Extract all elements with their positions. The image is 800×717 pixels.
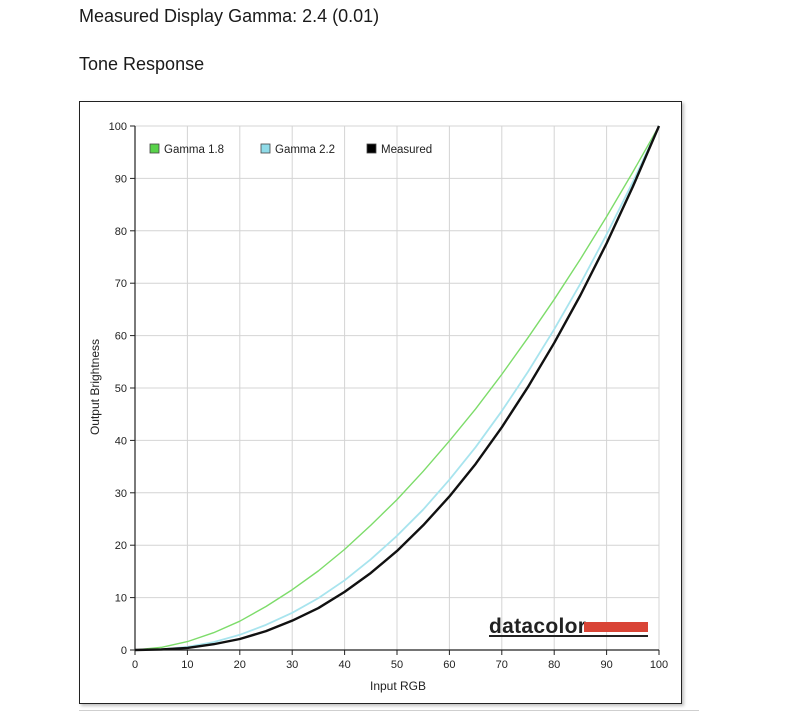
- legend-item-gamma-1-8: Gamma 1.8: [149, 143, 224, 156]
- y-tick-label: 100: [109, 121, 127, 133]
- legend-item-gamma-2-2: Gamma 2.2: [260, 143, 335, 156]
- series-line-measured: [134, 125, 661, 652]
- x-tick-label: 100: [650, 659, 668, 671]
- datacolor-logo-bar: [584, 622, 648, 632]
- chart-grid: [134, 125, 660, 651]
- tone-response-chart-svg: 0 10 20 30 40 50 60 70 80 90 100 0 10 20 30 40 50 60 70 80 9…: [88, 121, 669, 693]
- y-tick-label: 50: [115, 383, 127, 395]
- legend-label: Gamma 1.8: [164, 144, 224, 156]
- y-tick-label: 70: [115, 278, 127, 290]
- x-tick-label: 70: [496, 659, 508, 671]
- chart-axes: 0 10 20 30 40 50 60 70 80 90 100 0 10 20 30 40 50 60 70 80 9…: [109, 121, 669, 671]
- tone-response-heading: Tone Response: [79, 54, 205, 74]
- bottom-divider: [79, 710, 699, 711]
- chart-series: [134, 125, 661, 652]
- y-tick-label: 60: [115, 331, 127, 343]
- y-axis-label: Output Brightness: [88, 339, 102, 435]
- measured-gamma-heading: Measured Display Gamma: 2.4 (0.01): [79, 6, 380, 26]
- series-line-gamma-1-8: [134, 125, 660, 651]
- series-line-gamma-2-2: [134, 125, 660, 651]
- y-tick-label: 80: [115, 226, 127, 238]
- x-tick-label: 10: [181, 659, 193, 671]
- legend-swatch: [366, 143, 377, 154]
- x-tick-label: 40: [338, 659, 350, 671]
- x-tick-label: 30: [286, 659, 298, 671]
- datacolor-logo: datacolor: [489, 615, 648, 638]
- datacolor-logo-text: datacolor: [489, 615, 586, 638]
- legend-label: Measured: [381, 144, 432, 156]
- chart-legend: Gamma 1.8 Gamma 2.2 Measured: [149, 143, 432, 156]
- x-tick-label: 90: [600, 659, 612, 671]
- y-tick-label: 30: [115, 488, 127, 500]
- legend-label: Gamma 2.2: [275, 144, 335, 156]
- x-tick-label: 60: [443, 659, 455, 671]
- legend-item-measured: Measured: [366, 143, 432, 156]
- x-axis-label: Input RGB: [370, 679, 426, 693]
- y-tick-label: 10: [115, 593, 127, 605]
- legend-swatch: [149, 143, 160, 154]
- tone-response-chart: 0 10 20 30 40 50 60 70 80 90 100 0 10 20 30 40 50 60 70 80 9…: [79, 101, 682, 704]
- y-tick-label: 40: [115, 435, 127, 447]
- x-tick-label: 20: [234, 659, 246, 671]
- y-tick-label: 90: [115, 173, 127, 185]
- datacolor-logo-underline: [489, 635, 648, 637]
- legend-swatch: [260, 143, 271, 154]
- x-tick-label: 80: [548, 659, 560, 671]
- y-tick-label: 20: [115, 540, 127, 552]
- x-tick-label: 50: [391, 659, 403, 671]
- x-tick-label: 0: [132, 659, 138, 671]
- y-tick-label: 0: [121, 645, 127, 657]
